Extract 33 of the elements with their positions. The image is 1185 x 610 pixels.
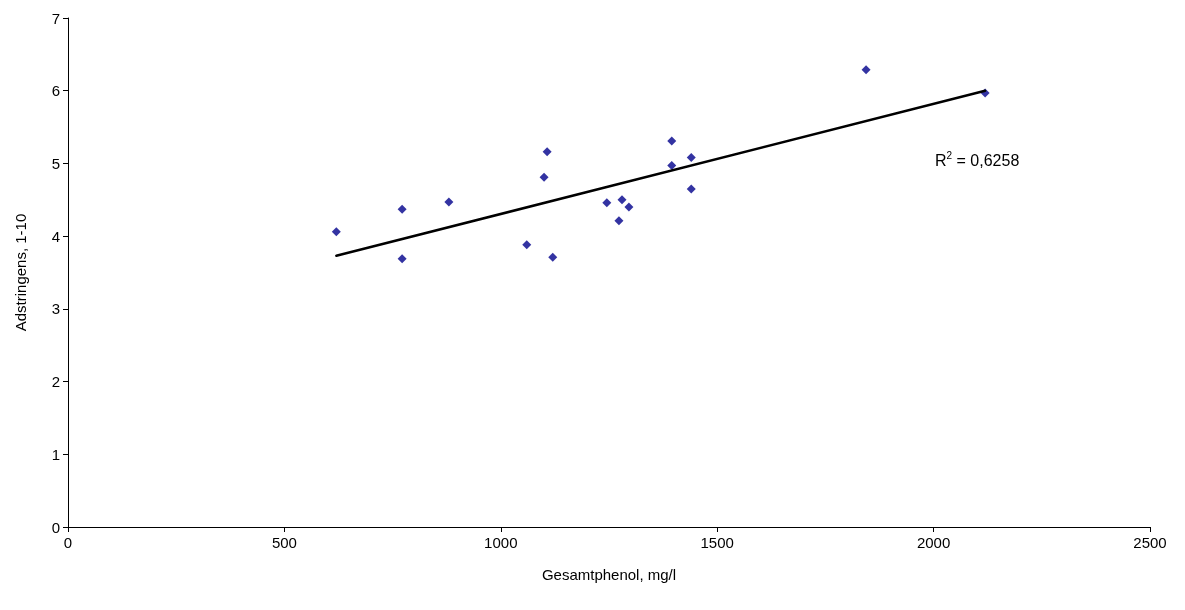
x-tick-label: 2000 [916,534,951,551]
point [686,184,696,194]
point [539,172,549,182]
point [667,161,677,171]
point [444,197,454,207]
point [617,195,627,205]
y-tick-label: 5 [51,154,60,172]
point [614,216,624,226]
y-tick-label: 4 [51,227,60,245]
y-tick-label: 7 [51,9,60,27]
y-tick-label: 1 [51,445,60,463]
point [542,147,552,157]
y-tick-label: 6 [51,82,60,100]
x-tick-label: 1000 [484,534,518,551]
y-tick-label: 0 [51,518,60,536]
point [624,202,634,212]
point [522,240,532,250]
y-axis-title: Adstringens, 1-10 [12,213,29,332]
x-tick-label: 0 [63,534,73,551]
x-axis-title: Gesamtphenol, mg/l [541,566,677,583]
point [686,153,696,163]
y-tick-label: 3 [51,300,60,318]
point [397,254,407,264]
point [397,204,407,214]
point [331,227,341,237]
point [667,136,677,146]
y-tick-label: 2 [51,373,60,391]
x-tick-label: 1500 [700,534,734,551]
x-tick-label: 2500 [1133,534,1167,551]
point [861,65,871,75]
point [602,198,612,208]
x-tick-label: 500 [271,534,297,551]
point [548,252,558,262]
